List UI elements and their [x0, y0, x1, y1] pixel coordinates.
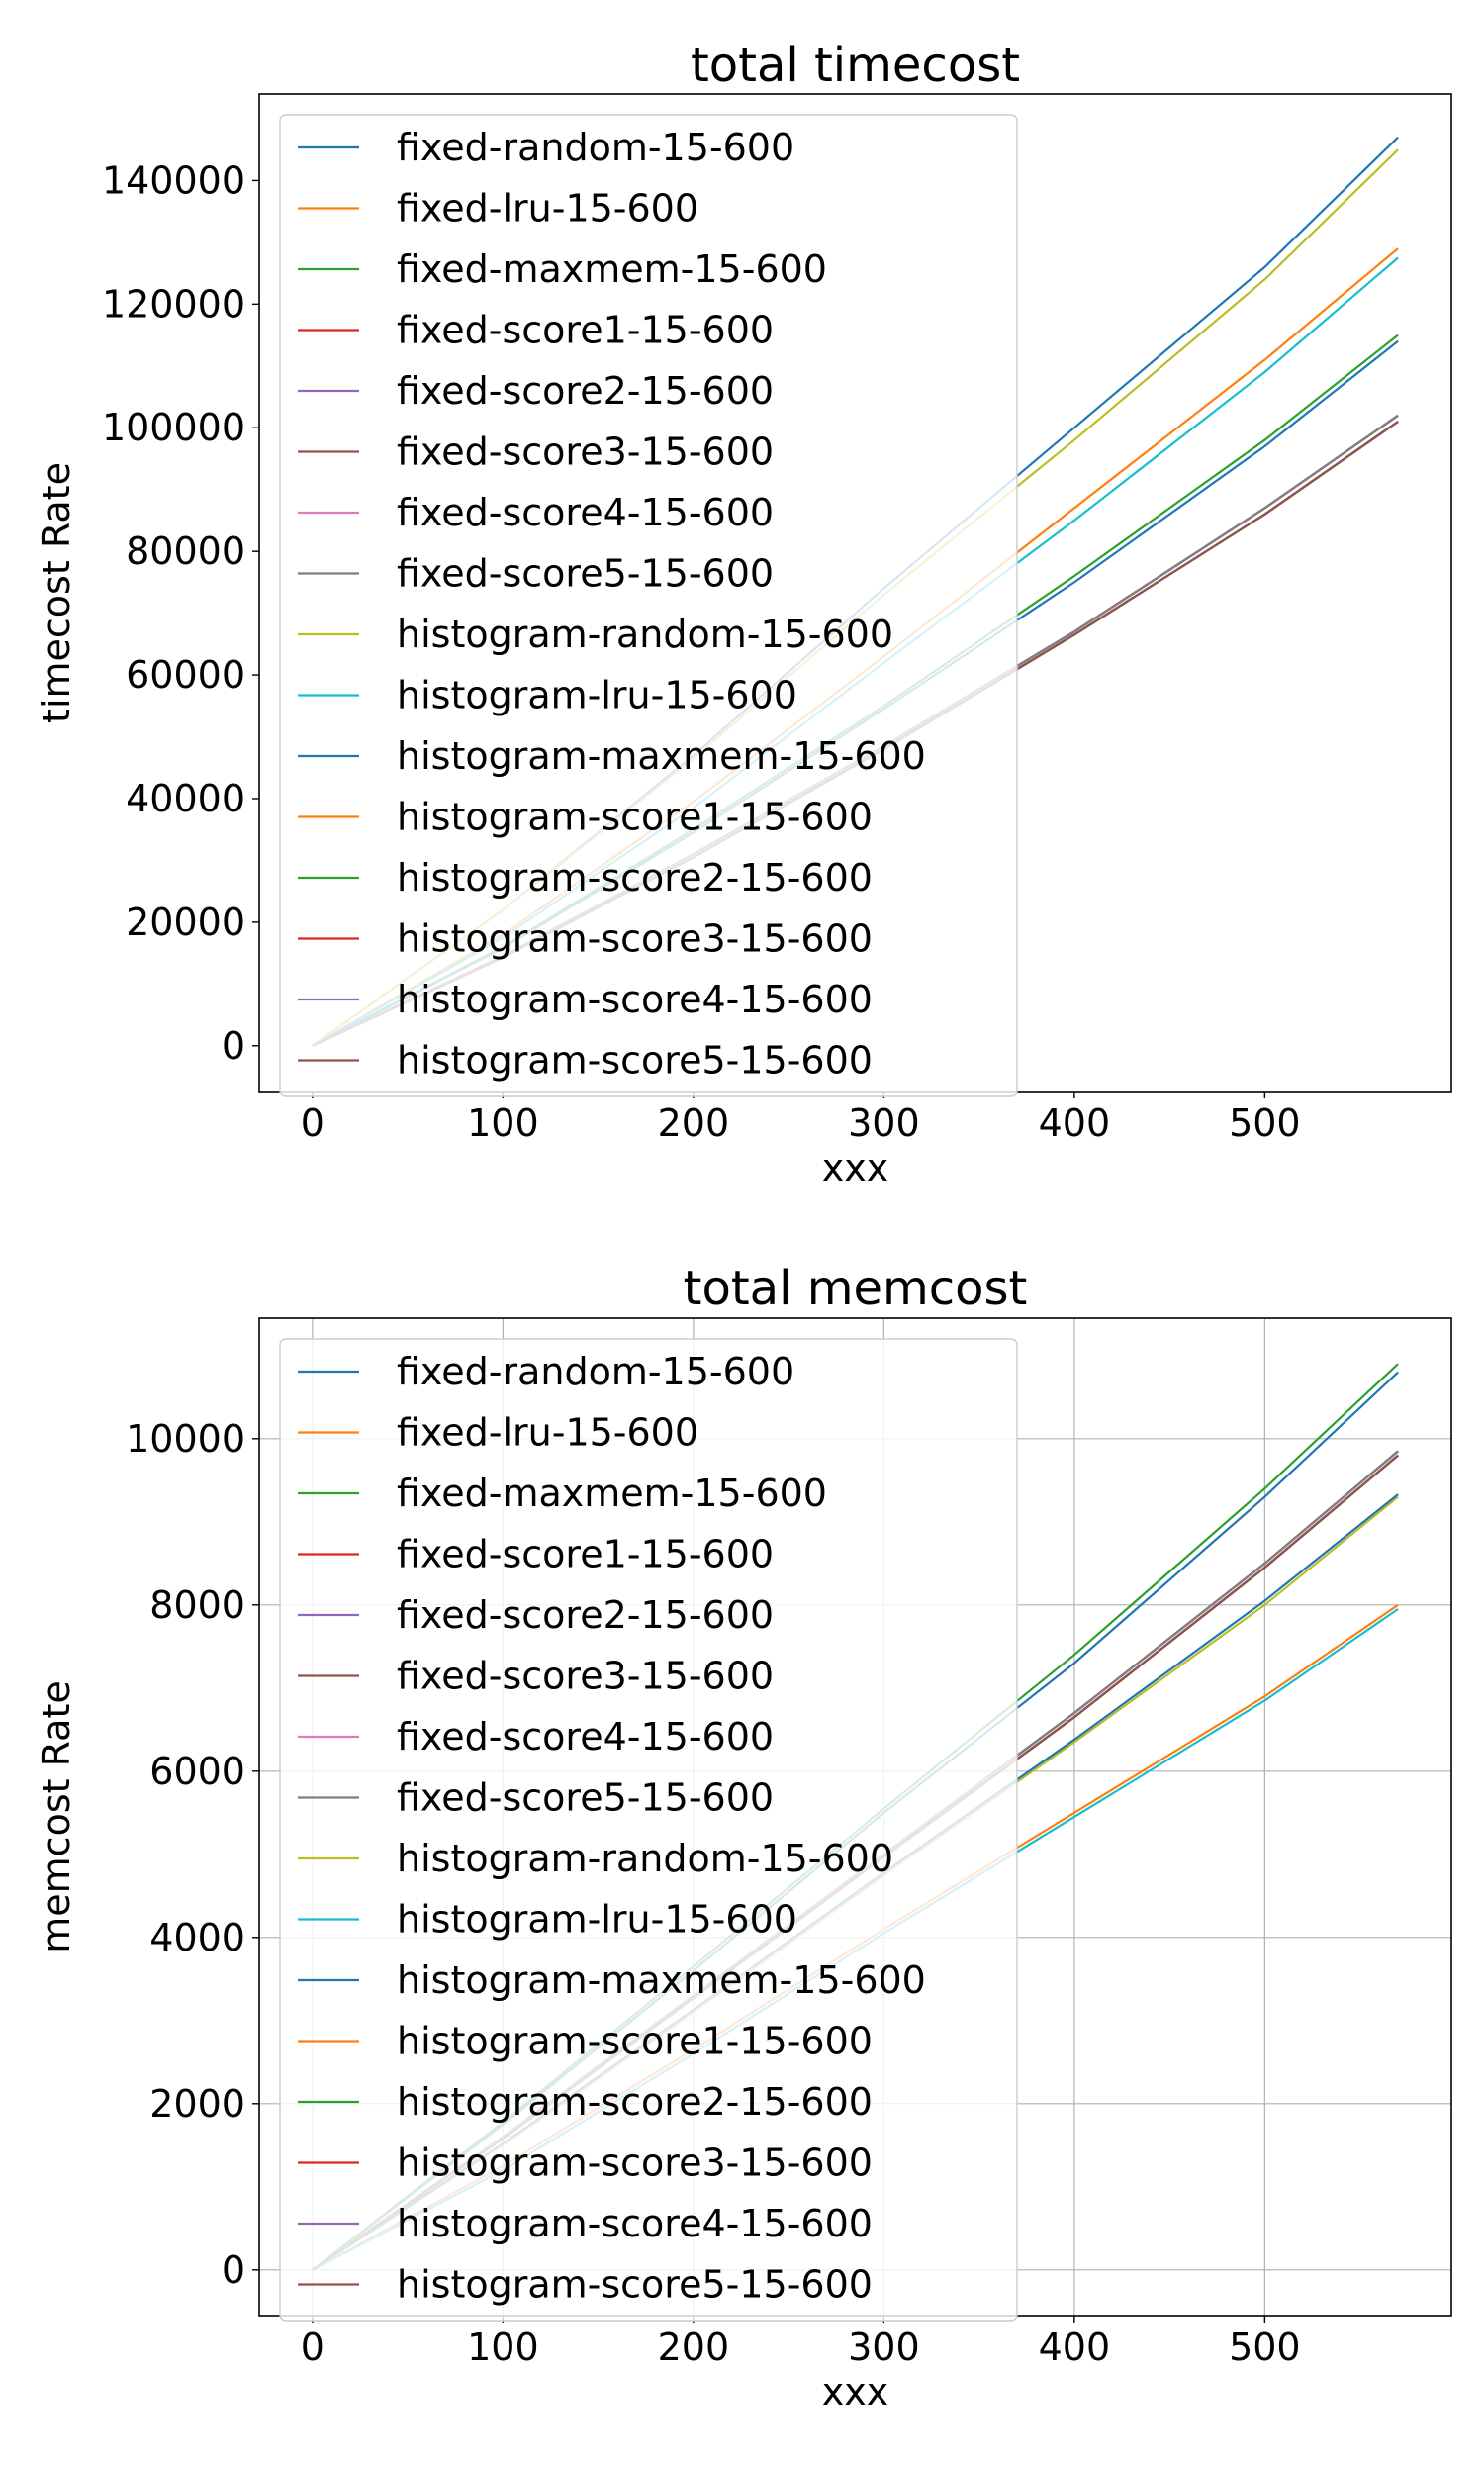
- chart-title: total memcost: [684, 1261, 1028, 1316]
- legend-label: histogram-random-15-600: [397, 1837, 893, 1880]
- legend-label: fixed-score4-15-600: [397, 491, 774, 534]
- legend-box: [279, 114, 1018, 1097]
- chart-title: total timecost: [691, 38, 1020, 93]
- y-axis-label: memcost Rate: [35, 1680, 78, 1952]
- x-axis-label: xxx: [822, 2370, 888, 2414]
- legend-label: fixed-score1-15-600: [397, 309, 774, 352]
- x-tick-label: 400: [1039, 1101, 1111, 1145]
- legend-label: fixed-random-15-600: [397, 1350, 794, 1393]
- y-tick-label: 40000: [126, 777, 245, 820]
- x-tick-label: 0: [301, 2326, 325, 2369]
- legend-label: histogram-score5-15-600: [397, 2263, 873, 2307]
- legend-label: fixed-score3-15-600: [397, 1655, 774, 1698]
- x-tick-label: 500: [1229, 1101, 1301, 1145]
- y-tick-label: 4000: [149, 1916, 245, 1959]
- chart-total-timecost: 0 100 200 300 400 500 0 20000 40000 60000 80000 100…: [35, 38, 1452, 1189]
- y-tick-label: 80000: [126, 529, 245, 573]
- legend: fixed-random-15-600 fixed-lru-15-600 fixed…: [279, 114, 1018, 1097]
- legend-label: fixed-score5-15-600: [397, 1776, 774, 1820]
- legend-label: fixed-lru-15-600: [397, 1411, 698, 1455]
- chart-total-memcost: 0 100 200 300 400 500 0 2000 4000 6000 8000 10000 to…: [35, 1261, 1452, 2414]
- y-tick-label: 2000: [149, 2082, 245, 2126]
- y-tick-label: 60000: [126, 653, 245, 697]
- y-tick-label: 10000: [126, 1417, 245, 1461]
- legend-label: histogram-lru-15-600: [397, 674, 797, 717]
- legend-box: [279, 1338, 1018, 2322]
- y-axis-label: timecost Rate: [35, 462, 78, 723]
- legend-label: histogram-score2-15-600: [397, 856, 873, 900]
- legend-label: histogram-score2-15-600: [397, 2080, 873, 2124]
- legend-label: fixed-score3-15-600: [397, 430, 774, 474]
- legend-label: fixed-score5-15-600: [397, 552, 774, 596]
- y-tick-label: 20000: [126, 901, 245, 944]
- y-tick-label: 0: [222, 2248, 245, 2292]
- legend-label: histogram-score1-15-600: [397, 796, 873, 839]
- x-tick-label: 0: [301, 1101, 325, 1145]
- legend-label: histogram-maxmem-15-600: [397, 1958, 926, 2002]
- legend-label: fixed-score1-15-600: [397, 1533, 774, 1576]
- x-axis-label: xxx: [822, 1146, 888, 1189]
- legend-label: fixed-score4-15-600: [397, 1715, 774, 1759]
- legend-label: fixed-lru-15-600: [397, 187, 698, 231]
- legend-label: fixed-score2-15-600: [397, 369, 774, 413]
- x-tick-label: 300: [848, 2326, 920, 2369]
- y-tick-label: 140000: [102, 158, 245, 202]
- legend-label: fixed-random-15-600: [397, 126, 794, 169]
- legend-label: fixed-maxmem-15-600: [397, 247, 827, 291]
- legend-label: histogram-score3-15-600: [397, 917, 873, 961]
- x-tick-label: 100: [467, 1101, 539, 1145]
- x-tick-label: 500: [1229, 2326, 1301, 2369]
- x-tick-label: 200: [658, 1101, 730, 1145]
- legend-label: histogram-maxmem-15-600: [397, 734, 926, 778]
- y-tick-label: 8000: [149, 1583, 245, 1627]
- legend-label: histogram-lru-15-600: [397, 1898, 797, 1942]
- legend-label: histogram-score4-15-600: [397, 2202, 873, 2245]
- x-tick-label: 200: [658, 2326, 730, 2369]
- x-tick-label: 300: [848, 1101, 920, 1145]
- legend-label: histogram-score5-15-600: [397, 1039, 873, 1083]
- legend-label: fixed-maxmem-15-600: [397, 1472, 827, 1515]
- legend-label: histogram-random-15-600: [397, 613, 893, 656]
- x-tick-label: 100: [467, 2326, 539, 2369]
- legend-label: histogram-score3-15-600: [397, 2141, 873, 2185]
- legend-label: histogram-score1-15-600: [397, 2020, 873, 2063]
- y-tick-label: 6000: [149, 1750, 245, 1793]
- y-tick-label: 100000: [102, 406, 245, 449]
- x-tick-label: 400: [1039, 2326, 1111, 2369]
- y-tick-label: 0: [222, 1024, 245, 1068]
- legend-label: fixed-score2-15-600: [397, 1593, 774, 1637]
- legend-label: histogram-score4-15-600: [397, 978, 873, 1021]
- legend: fixed-random-15-600 fixed-lru-15-600 fixed…: [279, 1338, 1018, 2322]
- y-tick-label: 120000: [102, 282, 245, 326]
